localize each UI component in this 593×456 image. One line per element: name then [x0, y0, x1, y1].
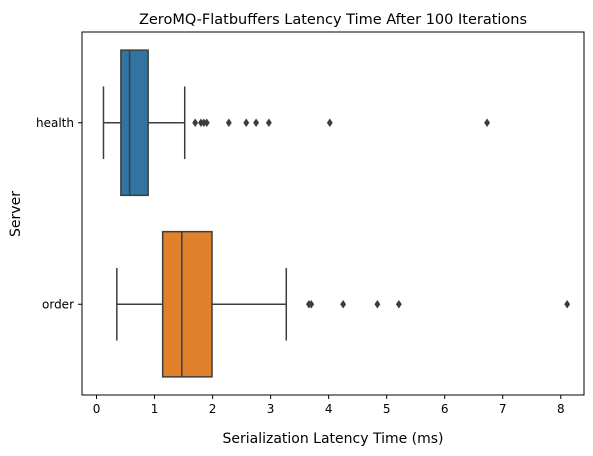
outlier-point	[192, 118, 199, 127]
x-tick-label: 1	[151, 402, 159, 416]
y-tick-label: order	[42, 297, 74, 311]
x-tick-label: 0	[93, 402, 101, 416]
x-tick-label: 2	[209, 402, 217, 416]
outlier-point	[243, 118, 250, 127]
iqr-box	[161, 230, 213, 378]
x-tick-label: 7	[499, 402, 507, 416]
chart-title: ZeroMQ-Flatbuffers Latency Time After 10…	[139, 12, 527, 28]
outlier-point	[203, 118, 210, 127]
outlier-point	[374, 300, 381, 309]
x-tick-label: 3	[267, 402, 275, 416]
outlier-point	[308, 300, 315, 309]
outlier-point	[253, 118, 260, 127]
x-axis-label: Serialization Latency Time (ms)	[222, 431, 443, 447]
x-tick-label: 8	[557, 402, 565, 416]
y-tick-label: health	[36, 116, 74, 130]
outlier-point	[564, 300, 571, 309]
plot-frame	[81, 31, 585, 396]
outlier-point	[395, 300, 402, 309]
outlier-point	[340, 300, 347, 309]
box-health	[102, 49, 491, 197]
outlier-point	[326, 118, 333, 127]
outlier-point	[265, 118, 272, 127]
y-axis-label: Server	[8, 191, 24, 237]
x-tick-label: 5	[383, 402, 391, 416]
box-order	[116, 230, 571, 378]
x-tick-label: 4	[325, 402, 333, 416]
x-tick-label: 6	[441, 402, 449, 416]
iqr-box	[120, 49, 149, 197]
outlier-point	[484, 118, 491, 127]
outlier-point	[225, 118, 232, 127]
